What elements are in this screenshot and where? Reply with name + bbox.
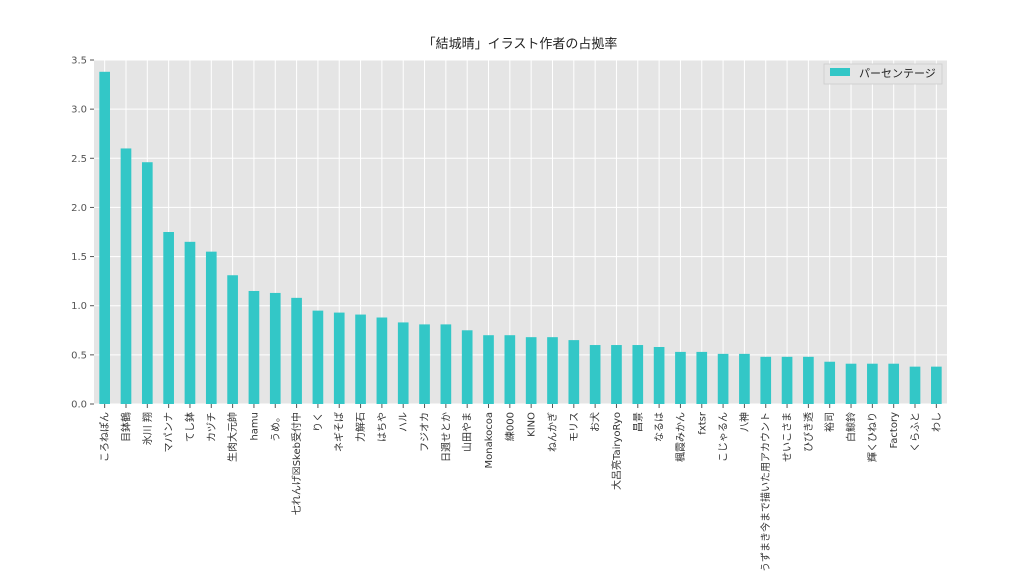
bar — [909, 366, 921, 404]
x-tick-label: 白鯨鈴 — [845, 412, 858, 442]
bar — [483, 335, 494, 404]
bar — [931, 366, 942, 404]
x-tick-label: せいこさま — [782, 412, 794, 462]
bar — [845, 363, 857, 404]
bar — [589, 345, 601, 404]
x-tick-label: 八神 — [738, 412, 751, 432]
x-tick-label: hamu — [249, 412, 260, 441]
y-tick-label: 1.5 — [71, 252, 87, 263]
bar — [376, 317, 388, 404]
x-tick-label: ころねぽん — [99, 412, 111, 462]
x-tick-label: fxtsr — [697, 411, 708, 435]
x-tick-label: 力解石 — [354, 412, 367, 442]
x-tick-label: フジオカ — [419, 412, 431, 452]
bar — [419, 324, 430, 404]
x-tick-label: わし — [931, 412, 943, 432]
x-tick-label: KINO — [527, 412, 538, 437]
x-tick-label: お犬 — [589, 412, 602, 432]
y-tick-label: 3.0 — [71, 105, 87, 116]
bar — [504, 335, 516, 404]
y-tick-label: 0.0 — [71, 400, 87, 411]
x-tick-label: 裕司 — [823, 412, 836, 432]
bar — [653, 346, 665, 404]
x-tick-label: 七れんげ☒Skeb受付中 — [290, 412, 303, 515]
y-tick-label: 2.0 — [71, 203, 87, 214]
bar — [120, 148, 132, 404]
x-tick-label: ハル — [399, 412, 410, 432]
bar — [205, 251, 217, 404]
x-tick-label: カヅチ — [206, 412, 218, 442]
x-tick-label: こじゃるん — [718, 412, 730, 462]
x-tick-label: うめ。 — [270, 412, 282, 442]
x-tick-label: 日週せとか — [440, 412, 452, 462]
bar — [568, 340, 580, 404]
x-tick-label: 楓霞みかん — [674, 412, 687, 462]
bar — [824, 361, 836, 404]
bar — [333, 312, 345, 404]
x-tick-label: 山田やま — [462, 412, 474, 452]
x-tick-label: 輝くひねり — [867, 412, 879, 462]
legend-swatch — [830, 68, 850, 76]
y-tick-label: 0.5 — [71, 350, 87, 361]
x-tick-label: くらふと — [910, 412, 922, 452]
bar — [440, 324, 452, 404]
bar — [675, 351, 686, 404]
x-tick-label: ネギそば — [334, 412, 346, 452]
x-tick-label: 生肉大元帥 — [226, 412, 239, 462]
x-tick-label: はちや — [376, 412, 388, 442]
bar — [781, 356, 793, 404]
x-tick-label: なるは — [654, 412, 666, 442]
x-tick-label: てし鉢 — [183, 412, 196, 442]
x-tick-label: 大呂亮TairyoRyo — [610, 412, 623, 490]
bar — [632, 345, 644, 404]
y-tick-label: 1.0 — [71, 301, 87, 312]
bar — [163, 232, 174, 404]
x-tick-label: 昌景 — [632, 412, 644, 432]
bar — [760, 356, 772, 404]
x-tick-label: Factory — [889, 412, 900, 449]
x-axis: ころねぽん 目鉢鶴 氷川 翔マパンナ てし鉢 カヅチ 生肉大元帥 hamu うめ。 七れんげ☒S… — [99, 404, 943, 572]
bar — [611, 345, 622, 404]
x-tick-label: 練000 — [503, 412, 516, 441]
bar — [803, 356, 814, 404]
x-tick-label: ひびき透 — [803, 412, 815, 452]
bar — [248, 290, 260, 404]
y-tick-label: 2.5 — [71, 154, 87, 165]
bar — [547, 337, 558, 404]
legend-box — [823, 63, 943, 85]
bar — [141, 162, 153, 404]
bar — [397, 322, 409, 404]
bar — [184, 241, 196, 404]
x-tick-label: りく — [312, 412, 324, 432]
bar — [355, 314, 366, 404]
x-tick-label: ねんかぎ — [546, 412, 559, 452]
bar — [867, 363, 878, 404]
x-tick-label: 氷川 翔 — [141, 412, 154, 445]
bar — [525, 337, 537, 404]
x-tick-label: うずまき今まで描いた用アカウント — [759, 412, 772, 572]
bar — [461, 330, 473, 404]
chart-title: 「結城晴」イラスト作者の占拠率 — [423, 36, 618, 52]
x-tick-label: マパンナ — [163, 412, 175, 453]
x-tick-label: Monakocoa — [484, 412, 495, 469]
bar — [717, 353, 729, 404]
x-tick-label: モリス — [569, 412, 580, 442]
y-tick-label: 3.5 — [71, 56, 87, 67]
plot-background — [94, 60, 947, 404]
bar — [269, 292, 281, 404]
bar — [99, 71, 110, 405]
bar — [312, 310, 324, 404]
bars — [99, 71, 942, 405]
bar — [696, 351, 708, 404]
legend-label: パーセンテージ — [859, 67, 936, 80]
bar — [291, 297, 302, 404]
x-tick-label: 目鉢鶴 — [119, 412, 132, 442]
bar — [227, 275, 238, 404]
y-axis: 0.0 0.5 1.0 1.5 2.0 2.5 3.0 3.5 — [71, 56, 94, 411]
legend: パーセンテージ — [823, 63, 943, 85]
bar — [888, 363, 900, 404]
bar — [739, 353, 750, 404]
